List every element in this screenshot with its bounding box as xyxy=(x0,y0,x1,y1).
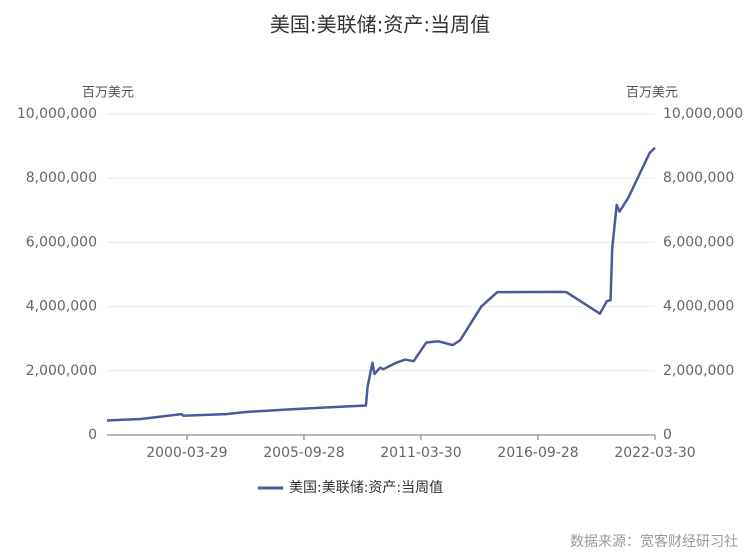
y-unit: 百万美元 xyxy=(82,86,134,101)
x-tick-label: 2016-09-28 xyxy=(497,445,578,461)
source: 数据来源：宽客财经研习社 xyxy=(570,533,738,550)
y2-tick-label: 2,000,000 xyxy=(663,363,734,379)
x-tick-label: 2005-09-28 xyxy=(263,445,344,461)
legend-label: 美国:美联储:资产:当周值 xyxy=(289,480,443,496)
y-tick-label: 8,000,000 xyxy=(26,170,97,186)
y-tick-label: 2,000,000 xyxy=(26,363,97,379)
x-tick-label: 2022-03-30 xyxy=(614,445,695,461)
y2-tick-label: 6,000,000 xyxy=(663,234,734,250)
y-tick-label: 0 xyxy=(88,427,97,443)
chart-title: 美国:美联储:资产:当周值 xyxy=(270,13,490,37)
series-line xyxy=(106,146,656,422)
x-tick-label: 2011-03-30 xyxy=(380,445,461,461)
y-tick-label: 10,000,000 xyxy=(17,106,97,122)
x-tick-label: 2000-03-29 xyxy=(146,445,227,461)
y-tick-label: 4,000,000 xyxy=(26,299,97,315)
y2-tick-label: 0 xyxy=(663,427,672,443)
y2-tick-label: 10,000,000 xyxy=(663,106,743,122)
y2-unit: 百万美元 xyxy=(626,86,678,101)
y-tick-label: 6,000,000 xyxy=(26,234,97,250)
y2-tick-label: 4,000,000 xyxy=(663,299,734,315)
y2-tick-label: 8,000,000 xyxy=(663,170,734,186)
